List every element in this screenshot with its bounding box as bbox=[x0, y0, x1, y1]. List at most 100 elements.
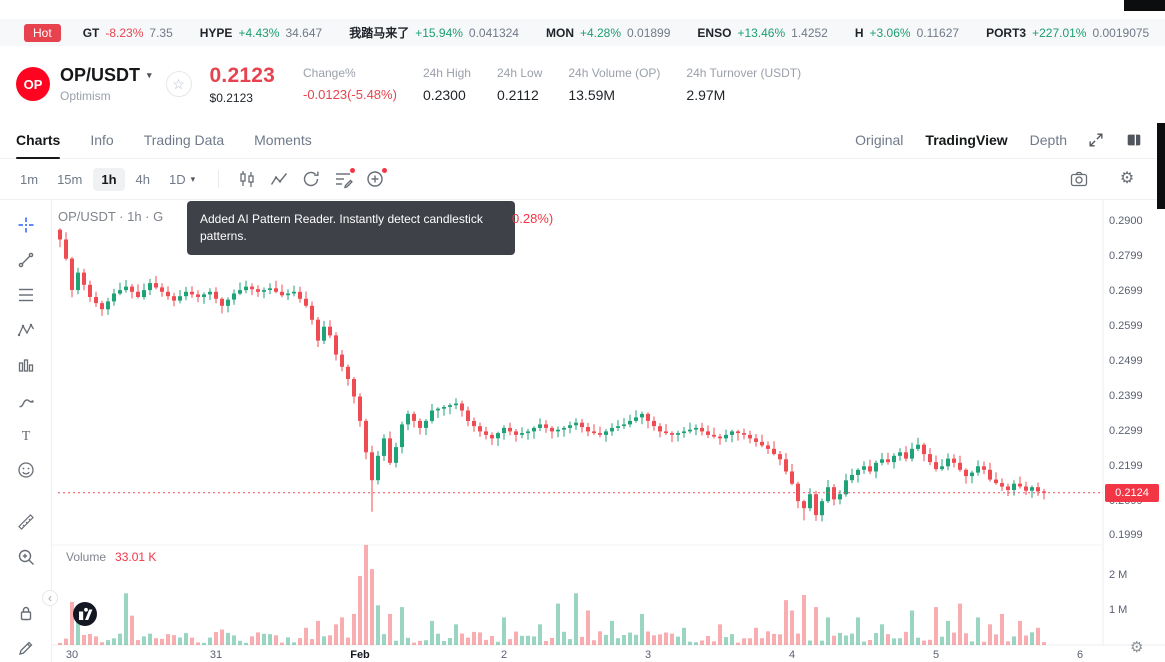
chart-legend: OP/USDT · 1h · G bbox=[58, 209, 164, 224]
header-stat: 24h Turnover (USDT) 2.97M bbox=[686, 66, 801, 103]
header-stats: 24h High 0.2300 24h Low 0.2112 24h Volume (O… bbox=[423, 66, 801, 103]
indicators-icon[interactable] bbox=[263, 165, 295, 193]
scrollbar-fragment-side bbox=[1157, 123, 1165, 209]
ai-pattern-tooltip: Added AI Pattern Reader. Instantly detec… bbox=[187, 201, 515, 255]
axis-settings-gear-icon[interactable]: ⚙ bbox=[1130, 639, 1144, 656]
text-tool-icon[interactable]: T bbox=[11, 420, 41, 449]
view-labels: Original TradingView Depth bbox=[855, 132, 1067, 148]
pair-title: OP/USDT bbox=[60, 65, 141, 85]
ticker-item[interactable]: PORT3 +227.01% 0.0019075 bbox=[986, 24, 1149, 41]
prediction-tool-icon[interactable] bbox=[11, 350, 41, 379]
layout-panel-icon[interactable] bbox=[1125, 131, 1143, 149]
view-depth[interactable]: Depth bbox=[1029, 132, 1067, 148]
notification-dot bbox=[382, 168, 388, 173]
emoji-tool-icon[interactable] bbox=[11, 455, 41, 484]
view-original[interactable]: Original bbox=[855, 132, 904, 148]
time-axis-label: 4 bbox=[788, 649, 796, 661]
ticker-item[interactable]: 我踏马来了 +15.94% 0.041324 bbox=[349, 24, 519, 41]
stat-value: 0.2300 bbox=[422, 86, 466, 103]
chart-toolbar: 1m 15m 1h 4h 1D ▾ ⚙ bbox=[0, 159, 1165, 200]
ticker-change: +4.43% bbox=[238, 25, 280, 40]
refresh-icon[interactable] bbox=[295, 165, 327, 193]
interval-15m[interactable]: 15m bbox=[57, 171, 83, 187]
tab-charts[interactable]: Charts bbox=[16, 122, 61, 159]
interval-1d[interactable]: 1D ▾ bbox=[169, 171, 196, 187]
ticker-item[interactable]: H +3.06% 0.11627 bbox=[855, 24, 959, 41]
brush-tool-icon[interactable] bbox=[11, 385, 41, 414]
interval-1h[interactable]: 1h bbox=[93, 167, 125, 191]
price-axis-label: 0.2900 bbox=[1109, 215, 1143, 227]
time-axis-label: 2 bbox=[500, 649, 508, 661]
volume-axis-label: 2 M bbox=[1109, 569, 1128, 581]
edit-pencil-tool-icon[interactable] bbox=[11, 633, 41, 662]
trend-line-tool-icon[interactable] bbox=[11, 245, 41, 274]
tab-info[interactable]: Info bbox=[90, 132, 114, 148]
chevron-down-icon: ▾ bbox=[190, 173, 196, 184]
ticker-item[interactable]: MON +4.28% 0.01899 bbox=[546, 24, 670, 41]
interval-1m[interactable]: 1m bbox=[20, 171, 39, 187]
tradingview-watermark-logo[interactable] bbox=[73, 602, 97, 631]
chevron-left-icon: ‹ bbox=[48, 591, 52, 605]
change-block: Change% -0.0123(-5.48%) bbox=[303, 66, 397, 102]
price-axis-label: 0.2199 bbox=[1109, 459, 1143, 472]
toolbar-divider bbox=[218, 170, 220, 188]
volume-axis-label: 1 M bbox=[1109, 603, 1128, 616]
chevron-down-icon: ▾ bbox=[147, 70, 152, 80]
ticker-items: GT -8.23% 7.35 HYPE +4.43% 34.647 我踏马来了 +15.94%… bbox=[83, 24, 1165, 41]
ticker-symbol: PORT3 bbox=[986, 25, 1027, 40]
volume-label: Volume bbox=[66, 550, 107, 564]
stat-label: 24h High bbox=[422, 65, 471, 80]
time-axis-label: 31 bbox=[209, 649, 223, 661]
volume-value: 33.01 K bbox=[115, 550, 157, 564]
chart-area: OP/USDT · 1h · G 0.28%) Added AI Pattern… bbox=[42, 200, 1165, 662]
ticker-item[interactable]: ENSO +13.46% 1.4252 bbox=[697, 24, 827, 41]
network-label: Optimism bbox=[60, 89, 111, 103]
favorite-button[interactable]: ☆ bbox=[165, 71, 192, 97]
fib-retracement-tool-icon[interactable] bbox=[11, 280, 41, 309]
scrollbar-fragment-top bbox=[1124, 0, 1165, 11]
snapshot-camera-icon[interactable] bbox=[1063, 165, 1095, 193]
candle-style-icon[interactable] bbox=[231, 165, 263, 193]
xabcd-pattern-tool-icon[interactable] bbox=[11, 315, 41, 344]
ticker-item[interactable]: GT -8.23% 7.35 bbox=[83, 24, 173, 41]
header-stat: 24h High 0.2300 bbox=[423, 66, 471, 103]
ai-pattern-reader-icon[interactable] bbox=[327, 165, 359, 193]
lock-drawings-tool-icon[interactable] bbox=[11, 598, 41, 627]
ticker-item[interactable]: HYPE +4.43% 34.647 bbox=[200, 24, 322, 41]
add-indicator-icon[interactable] bbox=[359, 165, 391, 193]
time-axis-label: Feb bbox=[350, 649, 370, 661]
price-block: 0.2123 $0.2123 bbox=[210, 64, 275, 105]
crosshair-tool-icon[interactable] bbox=[11, 210, 41, 239]
ticker-price: 34.647 bbox=[285, 25, 323, 40]
hot-badge[interactable]: Hot bbox=[24, 23, 61, 42]
view-tradingview[interactable]: TradingView bbox=[925, 132, 1008, 148]
ticker-price: 0.041324 bbox=[468, 25, 519, 40]
tab-trading-data[interactable]: Trading Data bbox=[143, 132, 225, 148]
volume-legend: Volume 33.01 K bbox=[66, 550, 156, 564]
ticker-price: 1.4252 bbox=[791, 25, 828, 40]
candlestick-chart-svg[interactable] bbox=[52, 200, 1165, 662]
zoom-tool-icon[interactable] bbox=[11, 543, 41, 572]
price-axis-label: 0.2499 bbox=[1109, 354, 1143, 367]
interval-4h[interactable]: 4h bbox=[135, 171, 150, 187]
stat-label: 24h Turnover (USDT) bbox=[686, 65, 802, 80]
pair-selector[interactable]: OP/USDT ▾ bbox=[60, 65, 152, 86]
interval-switcher: 1m 15m 1h 4h 1D ▾ bbox=[12, 167, 206, 191]
ticker-change: +227.01% bbox=[1032, 25, 1087, 40]
fullscreen-icon[interactable] bbox=[1087, 131, 1105, 149]
tab-moments[interactable]: Moments bbox=[254, 132, 312, 148]
time-axis-label: 5 bbox=[932, 649, 940, 661]
star-icon: ☆ bbox=[172, 75, 185, 92]
last-price: 0.2123 bbox=[209, 63, 275, 87]
toolbar-right: ⚙ bbox=[1063, 165, 1153, 193]
stat-value: 0.2112 bbox=[496, 86, 539, 103]
chart-legend-change: 0.28%) bbox=[512, 211, 554, 226]
measure-ruler-tool-icon[interactable] bbox=[11, 508, 41, 537]
collapse-toolbar-button[interactable]: ‹ bbox=[42, 590, 58, 606]
svg-text:T: T bbox=[21, 429, 30, 444]
stat-label: 24h Low bbox=[496, 65, 543, 80]
chart-settings-gear-icon[interactable]: ⚙ bbox=[1119, 170, 1135, 187]
ticker-price: 0.11627 bbox=[916, 25, 960, 40]
ticker-symbol: MON bbox=[545, 25, 574, 40]
